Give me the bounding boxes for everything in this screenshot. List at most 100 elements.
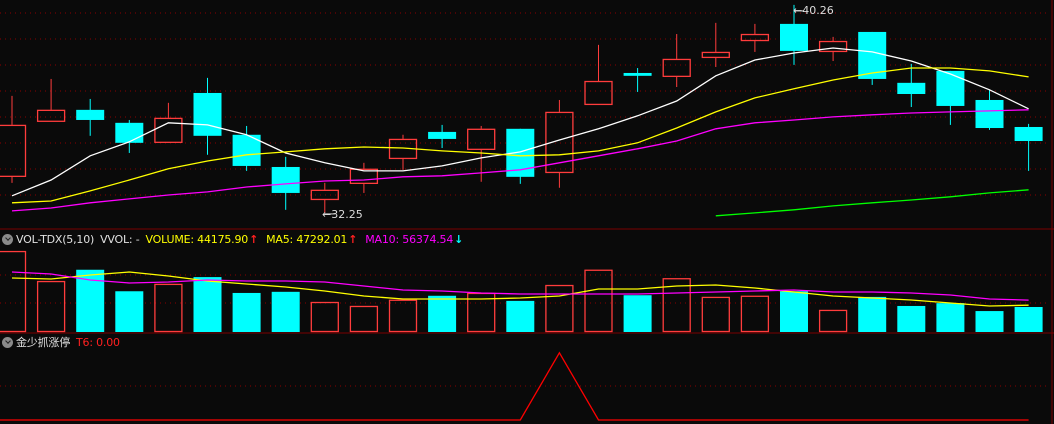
candle-body [975,99,1004,129]
candle-body [36,109,66,122]
candle-body [76,109,105,120]
candle-body [780,23,808,51]
candle-body [818,40,848,53]
candle[interactable] [858,31,887,85]
candle-body [936,70,965,106]
volume-bar [701,296,730,333]
volume-bar [271,291,300,332]
volume-bar [1014,306,1043,332]
candle[interactable] [76,98,105,136]
candle-body [623,72,652,76]
candle-body [1014,126,1043,142]
arrow-up-icon: ↑ [348,232,358,246]
indicator-name[interactable]: VOL-TDX(5,10) [16,232,95,246]
vvol-value: VVOL: - [100,232,140,246]
volume-bar [545,284,574,333]
volume-bar [662,278,691,333]
volume-bar [858,296,887,332]
price-ma-line-0 [11,47,1029,197]
candle[interactable] [388,134,418,170]
price-ma-line-1 [11,67,1029,204]
candle-body [271,166,300,193]
candle[interactable] [349,162,379,193]
volume-ma5-line [11,271,1029,307]
candle[interactable] [193,77,222,155]
ma10-value: MA10: 56374.54 [365,232,454,246]
low-price-label: 32.25 [331,208,363,221]
candle[interactable] [36,78,66,122]
candle[interactable] [428,124,457,149]
low-price-annotation: ←32.25 [322,208,363,221]
volume-bar [936,303,965,332]
volume-bar [975,311,1004,332]
candle-body [154,117,183,143]
volume-bar [428,295,457,332]
candle-body [740,33,770,42]
arrow-down-icon: ↓ [454,232,464,246]
volume-bar [897,305,926,332]
candle[interactable] [975,89,1004,130]
candle[interactable] [154,102,183,143]
candle-body [467,128,496,150]
candle-body [115,122,144,143]
price-panel[interactable] [0,4,1043,217]
volume-bar [584,269,613,333]
high-price-annotation: ←40.26 [793,4,834,17]
collapse-circle-icon[interactable] [2,336,13,348]
candle-body [428,131,457,139]
candle[interactable] [897,63,926,107]
volume-value: VOLUME: 44175.90 [145,232,249,246]
volume-bar [36,280,66,333]
candle[interactable] [545,99,574,188]
volume-bar [310,301,339,333]
indicator-legend: 金少抓涨停 T6: 0.00 [2,334,126,350]
candle-body [662,58,691,78]
candle-body [0,124,27,177]
candle[interactable] [936,70,965,125]
indicator-panel[interactable] [0,351,1029,421]
candle-body [310,189,339,201]
candle[interactable] [701,22,730,67]
indicator-t6-line [0,351,1029,421]
candle[interactable] [740,23,770,52]
volume-bar [193,277,222,332]
candle[interactable] [310,182,339,213]
candle[interactable] [232,125,261,171]
collapse-circle-icon[interactable] [2,233,13,245]
candle-body [897,82,926,95]
candle[interactable] [467,125,496,182]
volume-bar [388,299,418,333]
volume-bar [818,309,848,333]
ma5-value: MA5: 47292.01 [266,232,348,246]
candle[interactable] [584,44,613,106]
candle[interactable] [0,95,27,183]
candle-body [701,51,730,59]
volume-ma10-line [11,271,1029,301]
arrow-up-icon: ↑ [249,232,259,246]
candle[interactable] [780,4,808,65]
arrow-left-icon: ← [793,4,803,17]
volume-bar [232,292,261,332]
volume-bar [349,305,379,333]
candle-body [232,134,261,166]
t6-value: T6: 0.00 [76,335,120,349]
volume-legend: VOL-TDX(5,10) VVOL: - VOLUME: 44175.90 ↑… [2,231,471,247]
volume-bar [780,291,808,332]
indicator-name[interactable]: 金少抓涨停 [16,336,70,349]
volume-bar [506,300,535,332]
candle-body [858,31,887,79]
candle-body [193,92,222,136]
candle[interactable] [662,34,691,87]
candle[interactable] [818,36,848,62]
volume-bar [0,250,27,333]
volume-panel[interactable] [0,250,1043,333]
candle-body [545,111,574,174]
volume-bar [154,283,183,333]
candle[interactable] [623,68,652,92]
volume-bar [115,291,144,332]
candle[interactable] [271,156,300,210]
price-ma-line-2 [11,109,1029,212]
candle[interactable] [1014,123,1043,171]
volume-bar [623,295,652,332]
